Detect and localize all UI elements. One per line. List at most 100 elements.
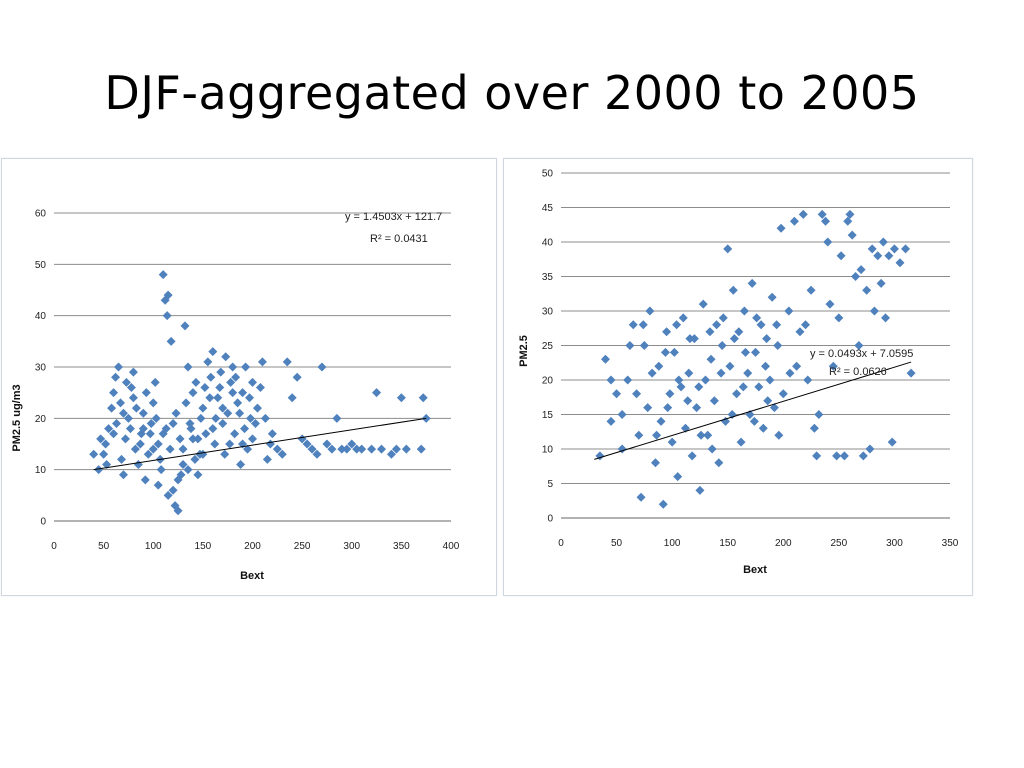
data-point: [175, 434, 185, 444]
data-point: [109, 429, 119, 439]
data-point: [148, 444, 158, 454]
data-point: [228, 388, 238, 398]
data-point: [418, 393, 428, 403]
data-point: [352, 444, 362, 454]
data-point: [166, 336, 176, 346]
data-point: [801, 320, 811, 330]
data-point: [148, 398, 158, 408]
data-point: [623, 375, 633, 385]
x-tick-label: 150: [719, 538, 736, 549]
data-point: [739, 306, 749, 316]
data-point: [836, 251, 846, 261]
data-point: [181, 398, 191, 408]
data-point: [756, 320, 766, 330]
data-point: [667, 437, 677, 447]
y-tick-label: 15: [542, 410, 554, 421]
data-point: [205, 393, 215, 403]
data-point: [600, 354, 610, 364]
data-point: [156, 465, 166, 475]
data-point: [683, 396, 693, 406]
data-point: [123, 413, 133, 423]
data-point: [116, 454, 126, 464]
data-point: [241, 362, 251, 372]
data-point: [821, 216, 831, 226]
data-point: [233, 398, 243, 408]
data-point: [845, 209, 855, 219]
x-tick-label: 200: [244, 541, 261, 552]
data-point: [193, 470, 203, 480]
data-point: [386, 449, 396, 459]
trendline-r-squared: R² = 0.0431: [370, 233, 428, 245]
data-point: [851, 272, 861, 281]
data-point: [707, 444, 717, 454]
data-point: [789, 216, 799, 226]
data-point: [652, 430, 662, 440]
data-point: [162, 311, 172, 321]
data-point: [839, 451, 849, 461]
data-point: [292, 372, 302, 382]
y-tick-label: 50: [35, 260, 47, 271]
x-tick-label: 50: [611, 538, 623, 549]
data-point: [188, 434, 198, 444]
y-tick-label: 50: [542, 169, 554, 180]
data-point: [151, 413, 161, 423]
data-point: [128, 367, 138, 377]
y-tick-label: 20: [35, 414, 47, 425]
data-point: [297, 434, 307, 444]
y-tick-label: 30: [35, 363, 47, 374]
data-point: [692, 403, 702, 413]
data-point: [248, 434, 257, 444]
data-point: [687, 451, 697, 461]
data-point: [125, 424, 135, 434]
data-point: [230, 429, 240, 439]
data-point: [695, 485, 705, 495]
data-point: [178, 444, 188, 454]
data-point: [752, 313, 762, 323]
data-point: [322, 439, 332, 449]
data-point: [749, 416, 759, 426]
data-point: [260, 413, 270, 423]
data-point: [130, 444, 140, 454]
trendline-equation: y = 1.4503x + 121.7: [345, 211, 442, 223]
data-point: [173, 475, 183, 485]
data-point: [107, 403, 117, 413]
data-point: [709, 396, 719, 406]
data-point: [728, 285, 738, 295]
data-point: [665, 389, 675, 399]
data-point: [240, 424, 250, 434]
data-point: [843, 216, 853, 226]
data-point: [267, 429, 277, 439]
data-point: [747, 278, 757, 288]
gridlines: [561, 172, 950, 519]
data-point: [112, 418, 122, 428]
data-point: [213, 393, 223, 403]
data-point: [252, 403, 262, 413]
data-point: [645, 306, 655, 316]
data-point: [723, 244, 733, 254]
data-point: [778, 389, 788, 399]
data-point: [617, 444, 627, 454]
data-point: [215, 383, 225, 393]
x-tick-label: 300: [343, 541, 360, 552]
data-point: [806, 285, 816, 295]
y-tick-label: 40: [35, 311, 47, 322]
data-point: [895, 258, 905, 268]
data-point: [906, 368, 916, 378]
data-point: [761, 361, 771, 371]
data-point: [218, 418, 228, 428]
data-point: [138, 424, 148, 434]
y-tick-label: 45: [542, 203, 554, 214]
data-point: [754, 382, 764, 392]
x-tick-label: 0: [51, 541, 57, 552]
data-point: [606, 375, 616, 385]
data-point: [118, 470, 128, 480]
data-point: [732, 389, 742, 399]
data-point: [257, 357, 267, 367]
data-point: [658, 499, 668, 509]
trendline-r-squared: R² = 0.0626: [829, 366, 887, 378]
data-point: [765, 375, 775, 385]
data-point: [632, 389, 642, 399]
data-point: [814, 410, 824, 419]
y-tick-label: 25: [542, 341, 554, 352]
data-point: [714, 458, 724, 468]
